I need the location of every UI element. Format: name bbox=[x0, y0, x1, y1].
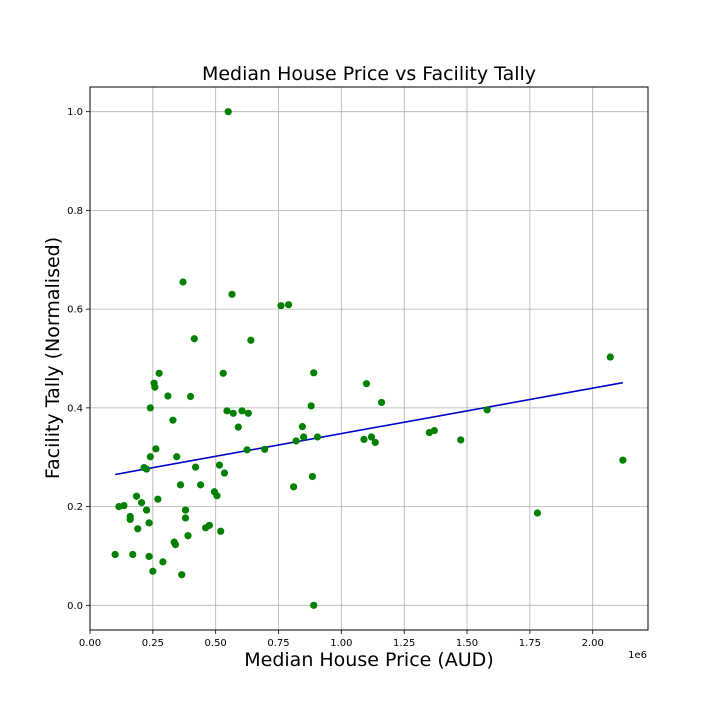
data-point bbox=[360, 435, 368, 444]
x-axis-ticks: 0.00 0.25 0.50 0.75 1.00 1.25 1.50 1.75 2.00 bbox=[79, 630, 604, 649]
x-tick-label: 0.25 bbox=[142, 638, 164, 649]
data-point bbox=[184, 532, 192, 540]
data-point bbox=[155, 369, 163, 377]
data-point bbox=[220, 469, 229, 477]
data-point bbox=[190, 335, 198, 343]
data-point bbox=[181, 514, 190, 522]
data-point bbox=[284, 301, 293, 309]
data-point bbox=[223, 407, 231, 415]
data-point bbox=[229, 409, 237, 417]
data-point bbox=[159, 558, 167, 566]
y-tick-label: 0.0 bbox=[67, 601, 83, 612]
x-tick-label: 0.75 bbox=[267, 638, 289, 649]
data-point bbox=[178, 571, 186, 579]
data-point bbox=[151, 383, 159, 391]
data-point bbox=[137, 499, 146, 507]
data-point bbox=[152, 445, 160, 453]
data-point bbox=[298, 423, 306, 431]
data-point bbox=[289, 483, 298, 491]
data-point bbox=[277, 302, 285, 310]
data-point bbox=[362, 380, 371, 388]
y-axis-ticks: 0.0 0.2 0.4 0.6 0.8 1.0 bbox=[67, 107, 90, 612]
data-point bbox=[313, 433, 322, 441]
data-point bbox=[126, 515, 134, 524]
x-axis-offset-label: 1e6 bbox=[628, 650, 647, 661]
data-point bbox=[533, 509, 542, 517]
data-point bbox=[244, 409, 252, 417]
data-point bbox=[243, 446, 251, 454]
data-point bbox=[186, 392, 195, 401]
data-point bbox=[169, 416, 177, 424]
data-point bbox=[619, 456, 627, 464]
data-point bbox=[606, 353, 614, 361]
data-point bbox=[224, 108, 232, 116]
data-points bbox=[111, 108, 627, 609]
data-point bbox=[238, 407, 246, 415]
data-point bbox=[300, 433, 308, 441]
data-point bbox=[132, 492, 141, 500]
y-tick-label: 0.8 bbox=[67, 206, 83, 217]
data-point bbox=[129, 550, 137, 559]
data-point bbox=[292, 437, 300, 445]
data-point bbox=[145, 519, 153, 527]
data-point bbox=[146, 404, 154, 412]
data-point bbox=[179, 278, 187, 286]
data-point bbox=[307, 402, 315, 410]
data-point bbox=[483, 406, 491, 414]
x-axis-title: Median House Price (AUD) bbox=[244, 649, 493, 671]
x-tick-label: 2.00 bbox=[582, 638, 604, 649]
data-point bbox=[310, 601, 318, 609]
data-point bbox=[196, 481, 205, 489]
data-point bbox=[149, 567, 157, 575]
data-point bbox=[228, 290, 236, 298]
data-point bbox=[145, 552, 153, 561]
data-point bbox=[213, 492, 221, 500]
chart-title: Median House Price vs Facility Tally bbox=[202, 63, 536, 85]
data-point bbox=[308, 472, 317, 481]
x-tick-label: 0.00 bbox=[79, 638, 101, 649]
data-point bbox=[111, 550, 119, 559]
data-point bbox=[217, 527, 225, 535]
data-point bbox=[191, 463, 200, 471]
y-axis-title: Facility Tally (Normalised) bbox=[42, 237, 64, 479]
data-point bbox=[134, 525, 142, 533]
data-point bbox=[173, 453, 181, 461]
trendline bbox=[114, 381, 624, 476]
data-point bbox=[261, 445, 269, 453]
data-point bbox=[164, 392, 172, 400]
data-point bbox=[154, 495, 162, 503]
trendline-group bbox=[114, 381, 624, 476]
y-tick-label: 0.6 bbox=[67, 305, 83, 316]
data-point bbox=[377, 398, 386, 407]
data-point bbox=[146, 453, 154, 461]
data-point bbox=[457, 436, 465, 444]
data-point bbox=[120, 502, 128, 510]
x-tick-label: 1.00 bbox=[330, 638, 352, 649]
data-point bbox=[176, 481, 185, 489]
data-point bbox=[181, 506, 190, 514]
data-point bbox=[367, 433, 376, 441]
data-point bbox=[310, 369, 318, 377]
data-point bbox=[142, 506, 151, 514]
y-tick-label: 1.0 bbox=[67, 107, 83, 118]
y-tick-label: 0.4 bbox=[67, 403, 83, 414]
data-point bbox=[205, 521, 213, 529]
data-point bbox=[371, 438, 379, 447]
data-point bbox=[142, 465, 151, 473]
data-point bbox=[247, 336, 255, 344]
plot-frame bbox=[89, 86, 649, 631]
data-point bbox=[234, 423, 242, 431]
x-tick-label: 1.25 bbox=[393, 638, 415, 649]
data-point bbox=[171, 541, 180, 549]
data-point bbox=[430, 426, 438, 435]
y-tick-label: 0.2 bbox=[67, 502, 83, 513]
x-tick-label: 0.50 bbox=[205, 638, 227, 649]
x-tick-label: 1.50 bbox=[456, 638, 478, 649]
grid-lines bbox=[89, 87, 648, 630]
x-tick-label: 1.75 bbox=[519, 638, 541, 649]
data-point bbox=[215, 461, 224, 469]
data-point bbox=[219, 369, 227, 377]
